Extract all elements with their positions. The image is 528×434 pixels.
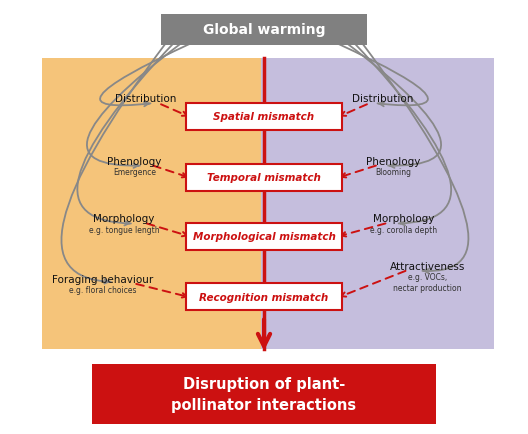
Text: Distribution: Distribution [115,94,176,104]
Text: Recognition mismatch: Recognition mismatch [200,293,328,302]
Text: Phenology: Phenology [108,156,162,166]
Text: Spatial mismatch: Spatial mismatch [213,112,315,122]
Text: e.g. VOCs,
nectar production: e.g. VOCs, nectar production [393,273,462,292]
Text: e.g. floral choices: e.g. floral choices [69,286,137,295]
Text: e.g. tongue length: e.g. tongue length [89,225,159,234]
Text: Morphology: Morphology [373,214,435,224]
FancyBboxPatch shape [161,15,367,46]
Text: e.g. corolla depth: e.g. corolla depth [370,225,438,234]
Text: Global warming: Global warming [203,23,325,37]
Text: Morphological mismatch: Morphological mismatch [193,232,335,241]
FancyBboxPatch shape [186,223,342,250]
Bar [261,59,494,349]
Text: Foraging behaviour: Foraging behaviour [52,274,154,284]
Bar [42,59,261,349]
FancyBboxPatch shape [186,104,342,131]
FancyBboxPatch shape [92,364,436,424]
Text: Attractiveness: Attractiveness [390,261,465,271]
FancyBboxPatch shape [186,284,342,311]
Text: Blooming: Blooming [375,168,411,177]
Text: Temporal mismatch: Temporal mismatch [207,173,321,183]
Text: Morphology: Morphology [93,214,155,224]
Text: Disruption of plant-
pollinator interactions: Disruption of plant- pollinator interact… [172,376,356,412]
Text: Emergence: Emergence [113,168,156,177]
Text: Phenology: Phenology [366,156,420,166]
FancyBboxPatch shape [186,164,342,191]
Text: Distribution: Distribution [352,94,413,104]
